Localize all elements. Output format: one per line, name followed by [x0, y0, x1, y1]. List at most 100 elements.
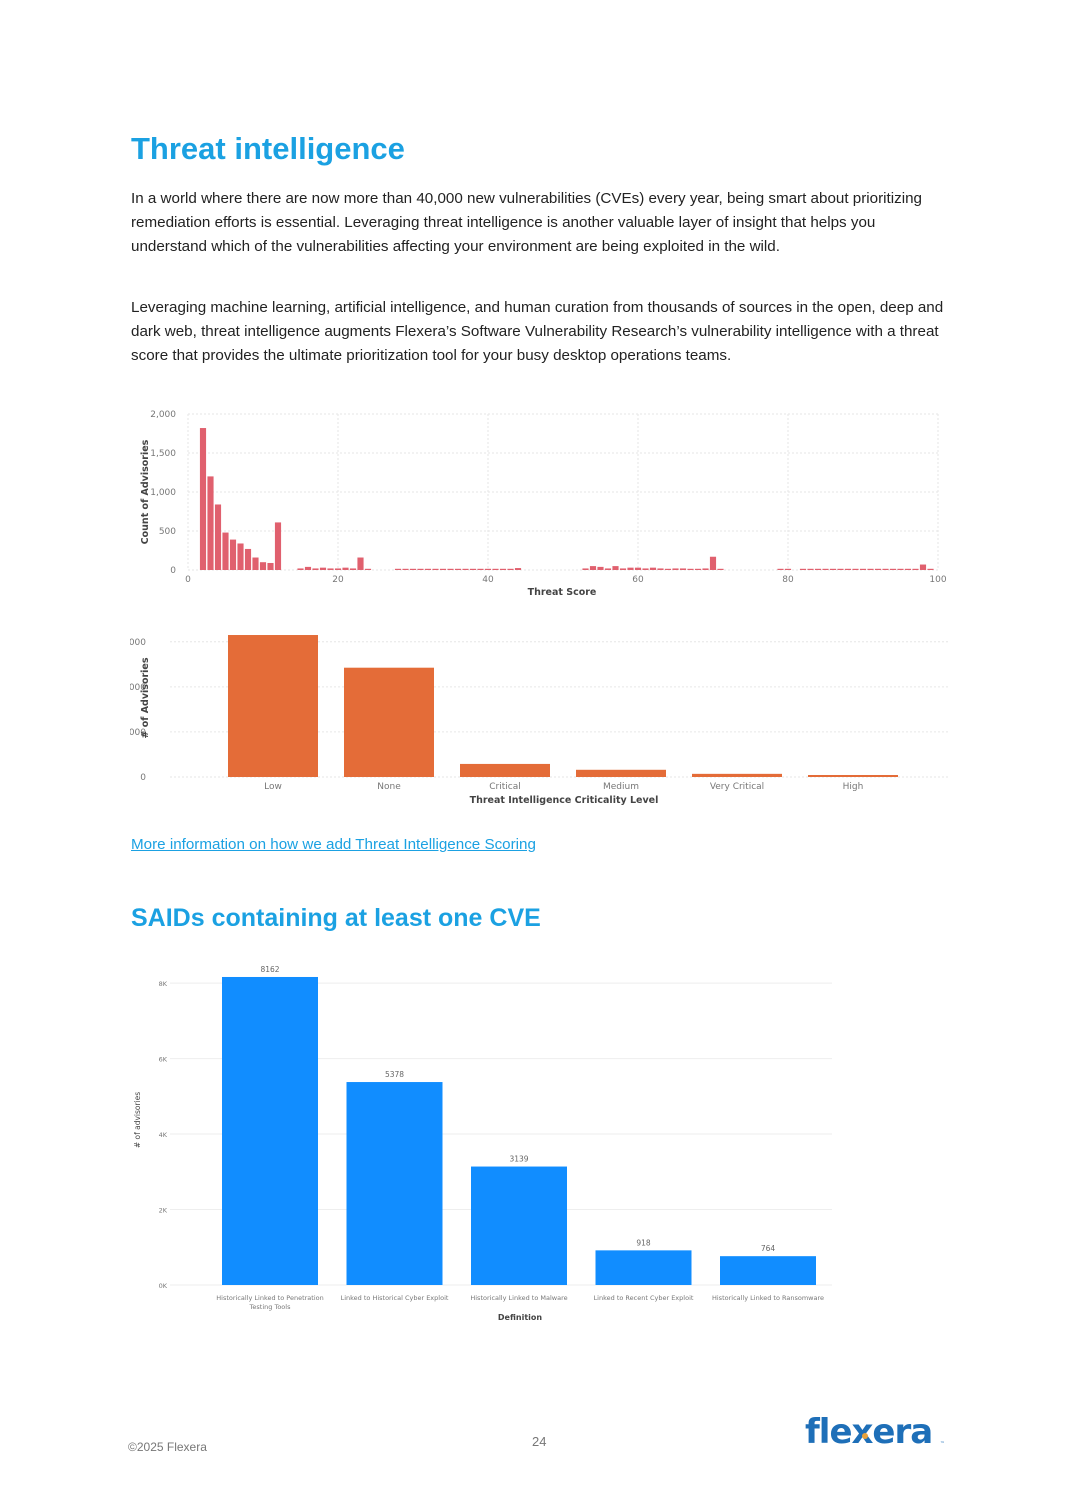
x-tick-label: None — [377, 782, 401, 792]
x-tick-label: Very Critical — [710, 782, 764, 792]
footer-copyright: ©2025 Flexera — [128, 1440, 207, 1454]
histogram-bar — [799, 568, 807, 570]
x-axis-title: Threat Score — [528, 587, 597, 598]
histogram-bar — [889, 568, 897, 570]
x-tick-label: 0 — [185, 575, 191, 585]
x-tick-label: 40 — [482, 575, 494, 585]
x-tick-label: 80 — [782, 575, 794, 585]
x-tick-label: 60 — [632, 575, 644, 585]
histogram-bar — [859, 568, 867, 570]
y-tick-label: 6K — [159, 1056, 168, 1064]
intro-paragraph-2: Leveraging machine learning, artificial … — [131, 299, 944, 364]
threat-score-histogram: 0 20 40 60 80 100 0 500 1,000 1,500 2,000 Threat … — [140, 410, 947, 598]
histogram-bar — [784, 568, 792, 570]
histogram-bar — [874, 568, 882, 570]
histogram-bar — [507, 568, 514, 570]
intro-paragraph-1: In a world where there are now more than… — [131, 190, 922, 255]
histogram-bar — [447, 568, 454, 570]
x-tick-label: Historically Linked to Ransomware — [712, 1294, 824, 1302]
histogram-bar — [357, 557, 364, 570]
flexera-logo: flexera ™ — [805, 1412, 945, 1451]
histogram-bar — [237, 543, 244, 570]
histogram-bar — [402, 568, 409, 570]
criticality-bar — [460, 763, 550, 777]
histogram-bar — [229, 539, 237, 570]
histogram-bar — [649, 567, 657, 570]
histogram-bar — [672, 568, 679, 570]
histogram-bar — [897, 568, 904, 570]
histogram-bar — [259, 562, 267, 570]
histogram-bar — [274, 522, 282, 570]
data-label: 5378 — [385, 1070, 404, 1079]
y-tick-label: 2,000 — [150, 410, 176, 420]
section-title-threat-intelligence: Threat intelligence — [131, 131, 405, 166]
criticality-level-chart: Low None Critical Medium Very Critical High 0… — [130, 635, 948, 806]
histogram-bar — [702, 568, 709, 570]
threat-intelligence-scoring-link[interactable]: More information on how we add Threat In… — [131, 836, 536, 853]
criticality-bar — [692, 773, 782, 777]
histogram-bar — [214, 504, 222, 570]
histogram-bar — [919, 564, 927, 570]
criticality-bar — [808, 775, 898, 777]
histogram-bar — [664, 568, 672, 570]
y-tick-label: 0 — [170, 566, 176, 576]
histogram-bar — [312, 568, 319, 570]
histogram-bar — [904, 568, 912, 570]
x-tick-label: Low — [264, 782, 282, 792]
histogram-bar — [342, 567, 349, 570]
histogram-bar — [642, 568, 649, 570]
said-bar — [222, 976, 318, 1285]
histogram-bar — [687, 568, 694, 570]
histogram-bar — [499, 568, 507, 570]
criticality-bar — [576, 769, 666, 777]
histogram-bar — [814, 568, 822, 570]
y-tick-label: 0K — [159, 1282, 168, 1290]
y-axis-title: Count of Advisories — [140, 439, 151, 544]
data-label: 918 — [636, 1238, 651, 1247]
said-bar — [346, 1082, 443, 1285]
histogram-bar — [199, 428, 207, 570]
x-axis-title: Threat Intelligence Criticality Level — [470, 795, 659, 806]
page-number: 24 — [532, 1434, 547, 1449]
histogram-bar — [334, 568, 342, 570]
y-tick-label: 0 — [140, 773, 146, 783]
histogram-bar — [807, 568, 814, 570]
histogram-bar — [304, 566, 312, 570]
x-tick-label: Historically Linked to Malware — [470, 1294, 567, 1302]
histogram-bar — [477, 568, 484, 570]
histogram-bar — [717, 568, 724, 570]
histogram-bar — [462, 568, 469, 570]
histogram-bar — [424, 568, 432, 570]
histogram-bar — [327, 568, 334, 570]
said-bar — [595, 1250, 692, 1285]
histogram-bar — [409, 568, 417, 570]
histogram-bar — [417, 568, 424, 570]
saids-cve-chart: 8162 5378 3139 918 764 Historically Linked t… — [133, 965, 832, 1322]
histogram-bar — [694, 568, 702, 570]
criticality-bar — [344, 667, 434, 777]
y-tick-label: 500 — [159, 527, 176, 537]
histogram-bar — [657, 568, 664, 570]
histogram-bar — [244, 548, 252, 570]
histogram-bar — [319, 567, 327, 570]
histogram-bar — [829, 568, 837, 570]
histogram-bar — [612, 566, 619, 570]
y-tick-label: 8K — [159, 980, 168, 988]
x-tick-label: 100 — [929, 575, 946, 585]
histogram-bar — [852, 568, 859, 570]
x-tick-label: Linked to Historical Cyber Exploit — [341, 1294, 449, 1302]
x-tick-label: High — [843, 782, 864, 792]
histogram-bar — [822, 568, 829, 570]
histogram-bar — [882, 568, 889, 570]
histogram-bar — [432, 568, 439, 570]
histogram-bar — [514, 568, 522, 570]
y-tick-label: 6000 — [130, 638, 146, 648]
histogram-bar — [589, 566, 597, 570]
histogram-bar — [469, 568, 477, 570]
y-tick-label: 4K — [159, 1131, 168, 1139]
histogram-bar — [777, 568, 784, 570]
histogram-bar — [709, 556, 717, 570]
x-tick-label: Historically Linked to Penetration — [216, 1294, 324, 1302]
histogram-bar — [394, 568, 402, 570]
histogram-bar — [484, 568, 492, 570]
